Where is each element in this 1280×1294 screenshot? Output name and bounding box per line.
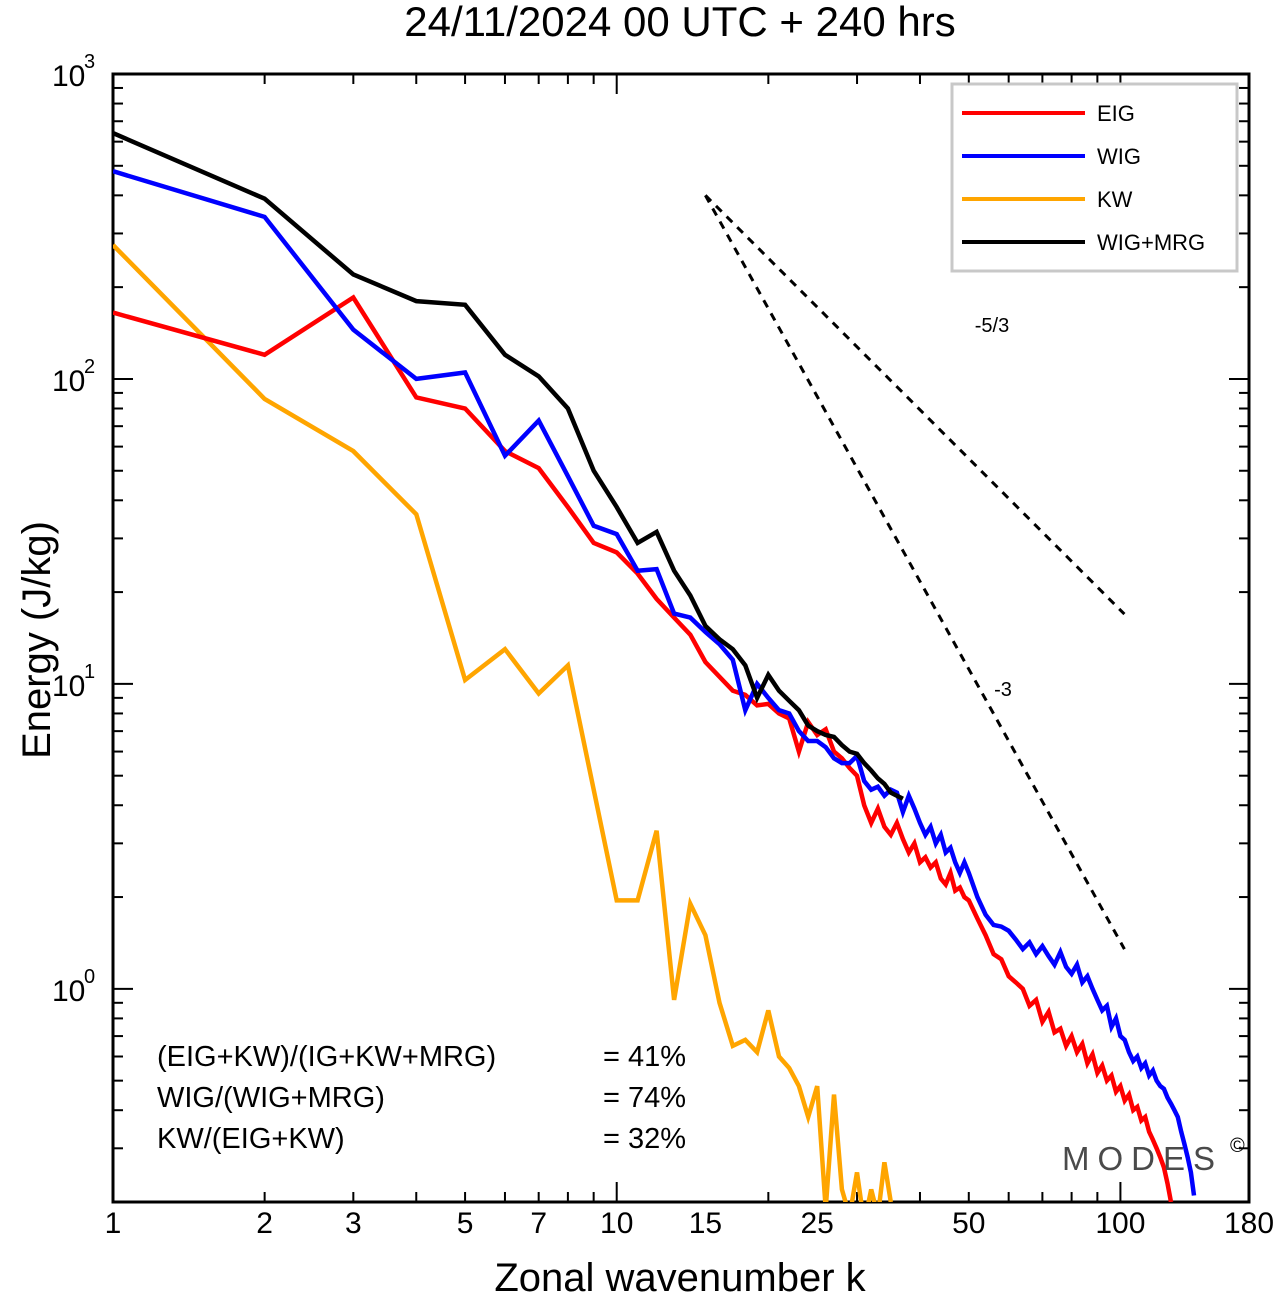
x-tick-label: 100 bbox=[1095, 1207, 1145, 1240]
y-tick-exponent: 0 bbox=[84, 966, 95, 988]
watermark-copyright: © bbox=[1230, 1135, 1245, 1157]
plot-frame bbox=[111, 72, 1251, 1204]
ratio-label: WIG/(WIG+MRG) bbox=[157, 1082, 385, 1114]
series-line-kw bbox=[113, 243, 894, 1202]
series-group bbox=[113, 131, 1197, 1202]
y-tick-base: 10 bbox=[52, 670, 85, 703]
y-tick-label: 103 bbox=[52, 51, 95, 93]
ratio-value: = 32% bbox=[603, 1123, 686, 1155]
x-tick-label: 3 bbox=[345, 1207, 362, 1240]
series-line-wig bbox=[113, 169, 1197, 1196]
legend-label: KW bbox=[1097, 187, 1133, 212]
x-tick-label: 7 bbox=[530, 1207, 547, 1240]
ratio-label: (EIG+KW)/(IG+KW+MRG) bbox=[157, 1041, 496, 1073]
chart-title: 24/11/2024 00 UTC + 240 hrs bbox=[404, 0, 955, 45]
x-tick-label: 50 bbox=[952, 1207, 985, 1240]
legend-label: WIG bbox=[1097, 144, 1141, 169]
ratio-label: KW/(EIG+KW) bbox=[157, 1123, 345, 1155]
x-tick-label: 15 bbox=[689, 1207, 722, 1240]
y-axis-label: Energy (J/kg) bbox=[15, 521, 59, 759]
y-tick-exponent: 2 bbox=[84, 356, 95, 378]
y-tick-base: 10 bbox=[52, 975, 85, 1008]
x-tick-label: 5 bbox=[457, 1207, 474, 1240]
x-tick-label: 180 bbox=[1224, 1207, 1274, 1240]
reference-slope-line bbox=[704, 194, 1126, 950]
x-tick-label: 2 bbox=[256, 1207, 273, 1240]
y-tick-exponent: 3 bbox=[84, 51, 95, 73]
x-tick-label: 25 bbox=[800, 1207, 833, 1240]
ratio-value: = 41% bbox=[603, 1041, 686, 1073]
watermark-text: MODES bbox=[1062, 1140, 1223, 1177]
y-tick-label: 101 bbox=[52, 661, 95, 703]
legend: EIG WIG KW WIG+MRG bbox=[950, 82, 1239, 273]
y-tick-label: 100 bbox=[52, 966, 95, 1008]
y-tick-base: 10 bbox=[52, 365, 85, 398]
x-tick-label: 1 bbox=[105, 1207, 122, 1240]
reference-slope-label: -5/3 bbox=[975, 315, 1009, 337]
legend-label: WIG+MRG bbox=[1097, 230, 1205, 255]
ratio-annotations: (EIG+KW)/(IG+KW+MRG) = 41% WIG/(WIG+MRG) = … bbox=[157, 1041, 686, 1155]
y-tick-base: 10 bbox=[52, 60, 85, 93]
reference-slope-label: -3 bbox=[994, 679, 1012, 701]
legend-label: EIG bbox=[1097, 101, 1135, 126]
legend-box bbox=[950, 82, 1239, 273]
y-tick-label: 102 bbox=[52, 356, 95, 398]
y-tick-exponent: 1 bbox=[84, 661, 95, 683]
x-axis-label: Zonal wavenumber k bbox=[494, 1256, 866, 1294]
watermark: MODES © bbox=[1062, 1135, 1245, 1177]
series-line-eig bbox=[113, 294, 1174, 1202]
ratio-value: = 74% bbox=[603, 1082, 686, 1114]
series-line-wig-mrg bbox=[113, 131, 904, 801]
x-tick-label: 10 bbox=[600, 1207, 633, 1240]
